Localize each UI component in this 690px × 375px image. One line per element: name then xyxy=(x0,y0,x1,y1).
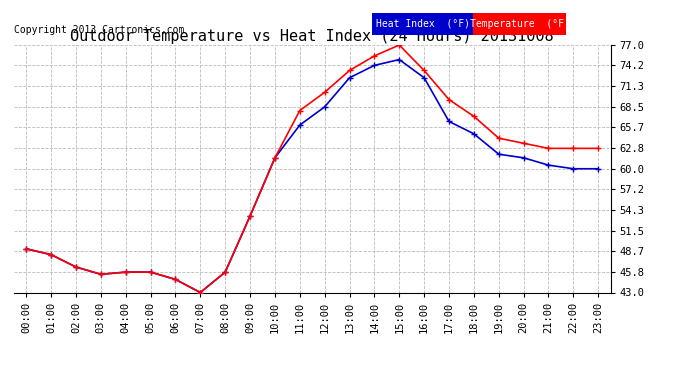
Text: Temperature  (°F): Temperature (°F) xyxy=(470,19,569,29)
Title: Outdoor Temperature vs Heat Index (24 Hours) 20131008: Outdoor Temperature vs Heat Index (24 Ho… xyxy=(70,29,554,44)
Text: Copyright 2013 Cartronics.com: Copyright 2013 Cartronics.com xyxy=(14,25,184,35)
Text: Heat Index  (°F): Heat Index (°F) xyxy=(375,19,470,29)
FancyBboxPatch shape xyxy=(473,13,566,35)
FancyBboxPatch shape xyxy=(372,13,473,35)
